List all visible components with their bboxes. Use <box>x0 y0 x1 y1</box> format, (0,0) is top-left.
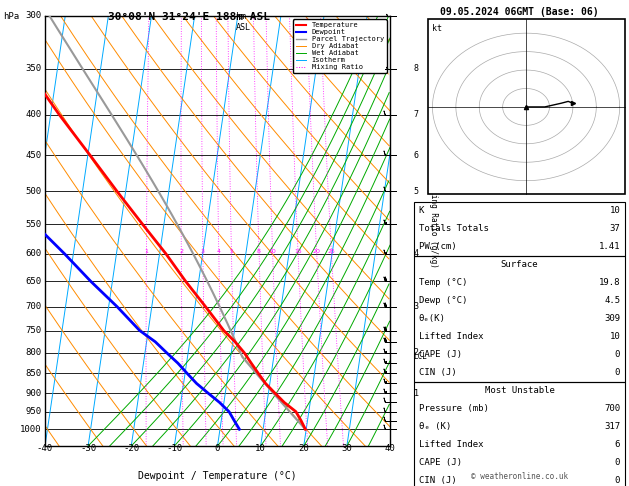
Text: 30°08'N 31°24'E 188m ASL: 30°08'N 31°24'E 188m ASL <box>108 12 270 22</box>
Text: 317: 317 <box>604 422 620 431</box>
Text: 0: 0 <box>615 350 620 359</box>
Text: Dewpoint / Temperature (°C): Dewpoint / Temperature (°C) <box>138 471 297 481</box>
Text: Lifted Index: Lifted Index <box>419 332 483 341</box>
Bar <box>415 256 625 382</box>
Text: 309: 309 <box>604 314 620 323</box>
Text: 750: 750 <box>25 326 42 335</box>
Text: 0: 0 <box>615 368 620 377</box>
Text: 1.41: 1.41 <box>599 242 620 251</box>
Text: 0: 0 <box>615 476 620 485</box>
Text: 0: 0 <box>615 458 620 467</box>
Text: 5: 5 <box>414 187 419 196</box>
Text: km
ASL: km ASL <box>236 12 251 32</box>
Text: 4.5: 4.5 <box>604 296 620 305</box>
Text: 8: 8 <box>414 65 419 73</box>
Text: 3: 3 <box>201 249 205 254</box>
Text: 700: 700 <box>25 302 42 312</box>
Text: 3: 3 <box>414 302 419 312</box>
Text: 4: 4 <box>414 249 419 259</box>
Text: CIN (J): CIN (J) <box>419 368 457 377</box>
Text: 5: 5 <box>230 249 233 254</box>
Text: 40: 40 <box>384 444 396 452</box>
Text: -20: -20 <box>123 444 139 452</box>
Text: © weatheronline.co.uk: © weatheronline.co.uk <box>471 472 568 481</box>
Text: 1000: 1000 <box>20 425 42 434</box>
Text: 950: 950 <box>25 407 42 416</box>
Text: 10: 10 <box>610 206 620 215</box>
Text: 2: 2 <box>179 249 183 254</box>
Text: 350: 350 <box>25 65 42 73</box>
Text: 850: 850 <box>25 369 42 378</box>
Text: kt: kt <box>432 24 442 34</box>
Text: K: K <box>419 206 424 215</box>
Text: Mixing Ratio (g/kg): Mixing Ratio (g/kg) <box>429 180 438 268</box>
Text: Totals Totals: Totals Totals <box>419 224 489 233</box>
Text: -30: -30 <box>80 444 96 452</box>
Text: CAPE (J): CAPE (J) <box>419 458 462 467</box>
Text: 450: 450 <box>25 151 42 160</box>
Text: 800: 800 <box>25 348 42 357</box>
Text: 25: 25 <box>328 249 335 254</box>
Text: Temp (°C): Temp (°C) <box>419 278 467 287</box>
Text: Dewp (°C): Dewp (°C) <box>419 296 467 305</box>
Text: 10: 10 <box>269 249 277 254</box>
Text: -10: -10 <box>166 444 182 452</box>
Text: 4: 4 <box>217 249 221 254</box>
Text: 500: 500 <box>25 187 42 196</box>
Text: Surface: Surface <box>501 260 538 269</box>
Text: LCL: LCL <box>414 352 428 362</box>
Text: -40: -40 <box>37 444 53 452</box>
Text: θₑ (K): θₑ (K) <box>419 422 451 431</box>
Text: 900: 900 <box>25 389 42 398</box>
Text: hPa: hPa <box>3 12 19 21</box>
Text: 0: 0 <box>215 444 220 452</box>
Text: 1: 1 <box>145 249 148 254</box>
Legend: Temperature, Dewpoint, Parcel Trajectory, Dry Adiabat, Wet Adiabat, Isotherm, Mi: Temperature, Dewpoint, Parcel Trajectory… <box>292 19 387 73</box>
Text: 19.8: 19.8 <box>599 278 620 287</box>
Text: 300: 300 <box>25 12 42 20</box>
Text: 20: 20 <box>313 249 321 254</box>
Text: 10: 10 <box>255 444 266 452</box>
Text: 15: 15 <box>294 249 302 254</box>
Text: 6: 6 <box>414 151 419 160</box>
Text: 550: 550 <box>25 220 42 228</box>
Bar <box>428 19 625 194</box>
Text: Pressure (mb): Pressure (mb) <box>419 404 489 413</box>
Text: 20: 20 <box>298 444 309 452</box>
Text: 8: 8 <box>257 249 261 254</box>
Text: CAPE (J): CAPE (J) <box>419 350 462 359</box>
Text: θₑ(K): θₑ(K) <box>419 314 445 323</box>
Text: 400: 400 <box>25 110 42 119</box>
Text: 6: 6 <box>615 440 620 449</box>
Text: CIN (J): CIN (J) <box>419 476 457 485</box>
Text: 7: 7 <box>414 110 419 119</box>
Text: 2: 2 <box>414 348 419 357</box>
Text: 1: 1 <box>414 389 419 398</box>
Text: 600: 600 <box>25 249 42 259</box>
Text: 09.05.2024 06GMT (Base: 06): 09.05.2024 06GMT (Base: 06) <box>440 7 599 17</box>
Text: 10: 10 <box>610 332 620 341</box>
Bar <box>415 202 625 256</box>
Text: 700: 700 <box>604 404 620 413</box>
Bar <box>415 382 625 486</box>
Text: 30: 30 <box>342 444 352 452</box>
Text: Lifted Index: Lifted Index <box>419 440 483 449</box>
Text: 37: 37 <box>610 224 620 233</box>
Text: PW (cm): PW (cm) <box>419 242 457 251</box>
Text: Most Unstable: Most Unstable <box>484 386 554 395</box>
Text: 650: 650 <box>25 277 42 286</box>
